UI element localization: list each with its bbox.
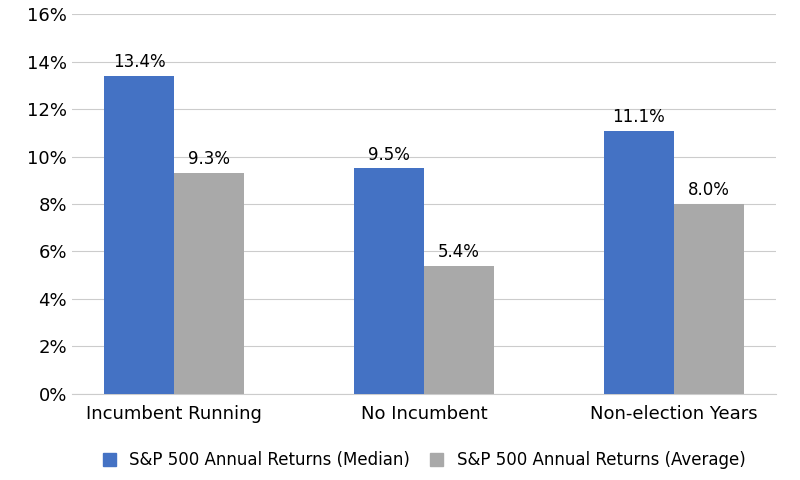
Bar [104, 76, 174, 394]
Text: 11.1%: 11.1% [613, 108, 666, 126]
Text: 9.5%: 9.5% [368, 146, 410, 164]
Bar [424, 265, 494, 394]
Text: 8.0%: 8.0% [688, 181, 730, 199]
Bar [604, 131, 674, 394]
Bar [354, 168, 424, 394]
Text: 13.4%: 13.4% [113, 53, 166, 71]
Text: 5.4%: 5.4% [438, 243, 480, 261]
Text: 9.3%: 9.3% [188, 150, 230, 168]
Bar [674, 204, 744, 394]
Bar [174, 173, 244, 394]
Legend: S&P 500 Annual Returns (Median), S&P 500 Annual Returns (Average): S&P 500 Annual Returns (Median), S&P 500… [102, 451, 746, 469]
